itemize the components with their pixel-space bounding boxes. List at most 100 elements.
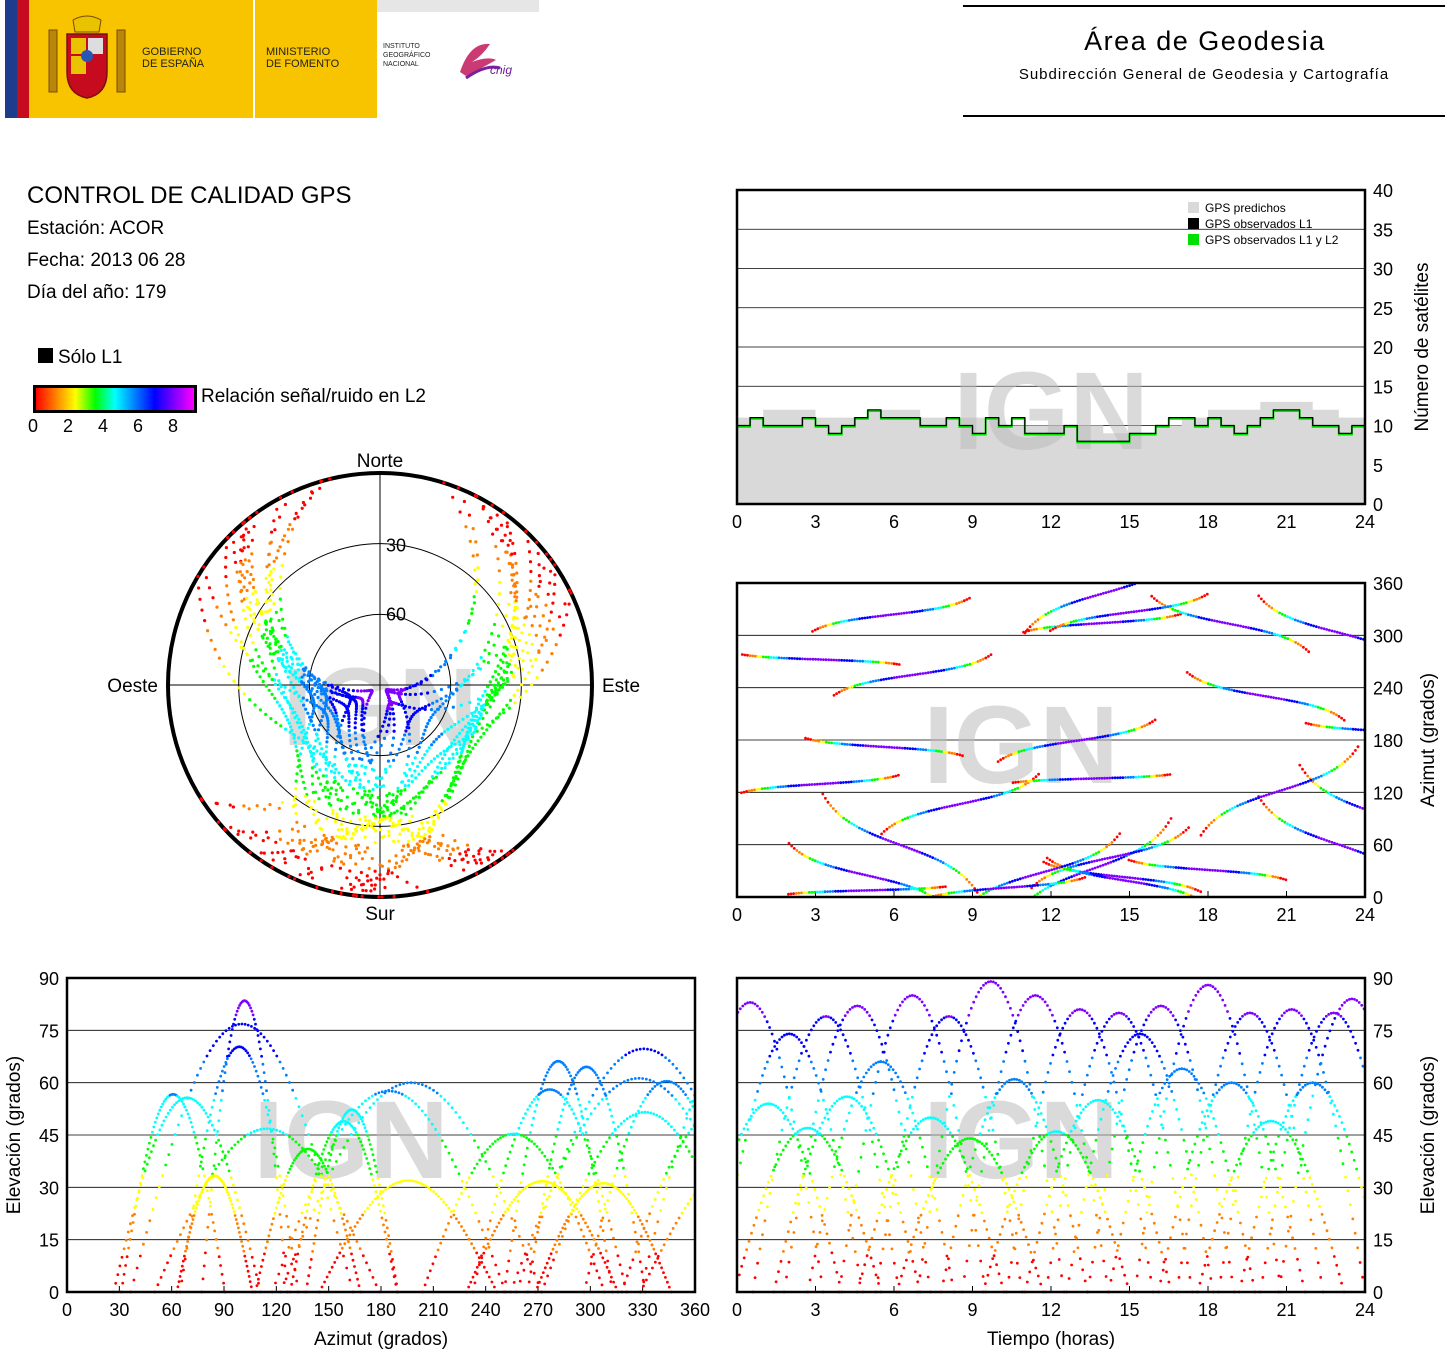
track-point: [301, 780, 305, 784]
track-point: [1322, 838, 1326, 841]
track-point: [467, 513, 471, 517]
track-point: [1170, 881, 1174, 885]
track-point: [893, 822, 897, 826]
track-point: [200, 1105, 204, 1109]
track-point: [817, 739, 820, 743]
track-point: [342, 1222, 346, 1226]
track-point: [918, 609, 922, 613]
track-point: [1024, 875, 1027, 879]
track-point: [326, 1183, 330, 1186]
track-point: [368, 1268, 372, 1272]
track-point: [914, 813, 917, 817]
track-point: [158, 1108, 162, 1112]
y-tick-label: 60: [1373, 836, 1393, 856]
track-point: [856, 683, 859, 687]
track-point: [649, 1111, 653, 1115]
track-point: [468, 750, 472, 754]
track-point: [1294, 641, 1297, 644]
track-point: [279, 644, 283, 648]
track-point: [246, 625, 250, 629]
track-point: [930, 886, 934, 890]
track-point: [507, 662, 511, 666]
track-point: [248, 659, 253, 663]
track-point: [384, 712, 388, 716]
track-point: [1073, 600, 1076, 604]
track-point: [497, 1221, 501, 1225]
track-point: [471, 722, 475, 726]
track-point: [442, 1200, 446, 1204]
track-point: [357, 878, 361, 882]
track-point: [299, 769, 303, 773]
track-point: [439, 770, 443, 775]
track-point: [460, 728, 464, 732]
track-point: [293, 710, 297, 714]
track-point: [430, 827, 434, 832]
track-point: [873, 778, 877, 782]
track-point: [1317, 836, 1321, 840]
cnig-logo-icon: cnig: [452, 38, 532, 88]
track-point: [1265, 793, 1268, 797]
track-point: [474, 540, 478, 544]
track-point: [592, 1164, 596, 1168]
track-point: [895, 746, 899, 750]
track-point: [957, 890, 961, 894]
track-point: [495, 1194, 499, 1198]
track-point: [436, 765, 440, 769]
track-point: [571, 1142, 575, 1146]
track-point: [601, 1194, 604, 1198]
track-point: [1205, 617, 1208, 621]
track-point: [670, 1125, 673, 1129]
track-point: [1117, 857, 1121, 861]
track-point: [1324, 790, 1328, 793]
track-point: [182, 1102, 185, 1106]
track-point: [396, 839, 400, 843]
track-point: [533, 1142, 536, 1146]
track-point: [329, 786, 333, 790]
track-point: [625, 1274, 629, 1278]
track-point: [437, 804, 441, 808]
track-point: [216, 1246, 220, 1250]
track-point: [921, 672, 925, 675]
track-point: [501, 660, 505, 664]
track-point: [544, 638, 548, 642]
track-point: [349, 1226, 352, 1230]
track-point: [681, 1090, 685, 1093]
track-point: [330, 1145, 334, 1149]
track-point: [131, 1221, 135, 1224]
date-label: Fecha: 2013 06 28: [27, 250, 186, 271]
track-point: [551, 1185, 555, 1188]
track-point: [1217, 685, 1220, 689]
track-point: [457, 1221, 461, 1224]
track-point: [615, 1166, 619, 1170]
track-point: [1082, 617, 1086, 621]
track-point: [922, 811, 925, 814]
track-point: [1198, 679, 1202, 682]
track-point: [383, 716, 388, 720]
track-point: [348, 1233, 352, 1237]
track-point: [252, 1130, 256, 1133]
track-point: [1208, 868, 1212, 872]
track-point: [932, 749, 936, 752]
track-point: [1116, 612, 1120, 616]
track-point: [486, 1242, 490, 1246]
track-point: [910, 610, 914, 614]
track-point: [342, 1114, 346, 1118]
track-point: [450, 1158, 454, 1162]
track-point: [248, 581, 252, 585]
track-point: [405, 880, 409, 884]
track-point: [259, 851, 263, 855]
track-point: [978, 888, 982, 892]
track-point: [488, 1145, 492, 1148]
track-point: [324, 750, 328, 754]
track-point: [227, 601, 231, 605]
track-point: [881, 877, 885, 881]
track-point: [1064, 740, 1068, 744]
track-point: [434, 1255, 437, 1259]
track-point: [652, 1080, 655, 1084]
track-point: [1172, 865, 1175, 869]
track-point: [256, 627, 260, 631]
track-point: [284, 714, 288, 718]
track-point: [1124, 730, 1128, 734]
track-point: [124, 1264, 127, 1267]
track-point: [1340, 844, 1344, 848]
